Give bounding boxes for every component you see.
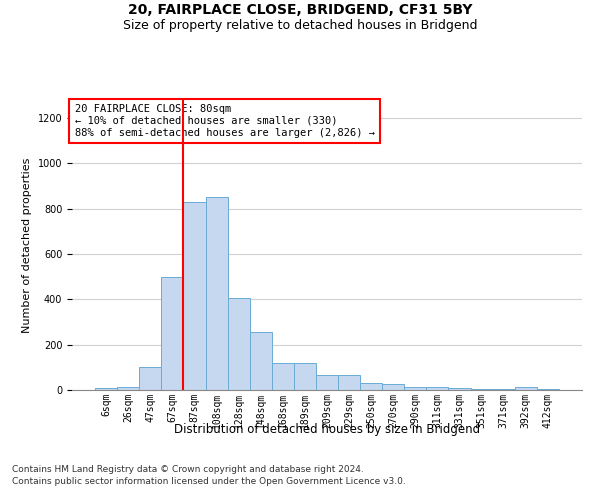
Bar (161, 276, 184, 390)
Bar (227, 298, 250, 390)
Bar (117, 386, 139, 390)
Text: 20, FAIRPLACE CLOSE, BRIDGEND, CF31 5BY: 20, FAIRPLACE CLOSE, BRIDGEND, CF31 5BY (128, 2, 472, 16)
Text: Distribution of detached houses by size in Bridgend: Distribution of detached houses by size … (174, 422, 480, 436)
Bar (448, 388, 470, 390)
Bar (316, 376, 338, 390)
Text: Size of property relative to detached houses in Bridgend: Size of property relative to detached ho… (123, 18, 477, 32)
Bar (139, 368, 161, 390)
Bar (294, 363, 316, 390)
Bar (493, 389, 515, 390)
Bar (184, 202, 206, 390)
Text: Contains public sector information licensed under the Open Government Licence v3: Contains public sector information licen… (12, 476, 406, 486)
Bar (515, 388, 537, 390)
Bar (272, 363, 294, 390)
Bar (382, 384, 404, 390)
Bar (360, 383, 382, 390)
Bar (338, 376, 360, 390)
Text: Contains HM Land Registry data © Crown copyright and database right 2024.: Contains HM Land Registry data © Crown c… (12, 466, 364, 474)
Y-axis label: Number of detached properties: Number of detached properties (22, 158, 32, 332)
Bar (206, 198, 227, 390)
Bar (404, 387, 427, 390)
Bar (95, 388, 117, 390)
Bar (537, 389, 559, 390)
Bar (250, 332, 272, 390)
Text: 20 FAIRPLACE CLOSE: 80sqm
← 10% of detached houses are smaller (330)
88% of semi: 20 FAIRPLACE CLOSE: 80sqm ← 10% of detac… (74, 104, 374, 138)
Bar (470, 389, 493, 390)
Bar (427, 386, 448, 390)
